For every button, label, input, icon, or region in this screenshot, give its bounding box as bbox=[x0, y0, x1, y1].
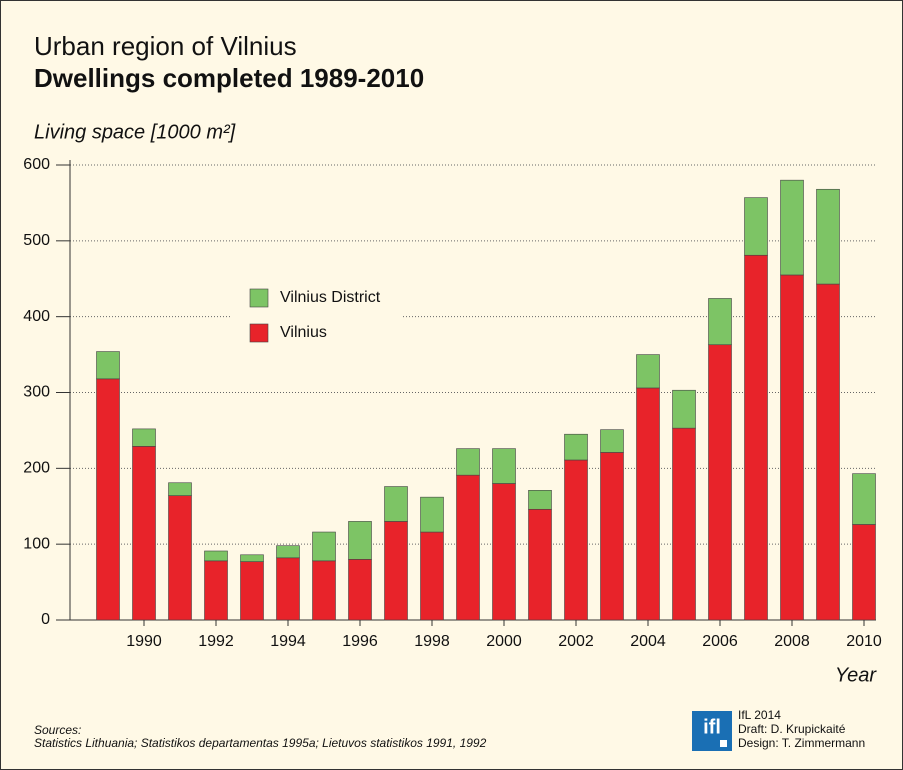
bar-segment bbox=[780, 274, 804, 621]
bar-segment bbox=[816, 283, 840, 621]
x-tick-label: 1992 bbox=[198, 633, 234, 650]
bar-segment bbox=[744, 197, 768, 256]
bar-segment bbox=[240, 554, 264, 562]
bar-segment bbox=[816, 188, 840, 285]
chart-subtitle: Dwellings completed 1989-2010 bbox=[34, 63, 424, 93]
y-tick-label: 0 bbox=[41, 611, 50, 628]
sources-title: Sources: bbox=[34, 723, 81, 737]
bar-segment bbox=[348, 559, 372, 621]
bar-segment bbox=[312, 531, 336, 562]
bar-segment bbox=[96, 378, 120, 621]
logo-dot bbox=[720, 740, 727, 747]
bar-segment bbox=[708, 298, 732, 346]
sources: Statistics Lithuania; Statistikos depart… bbox=[34, 736, 487, 750]
legend-swatch bbox=[249, 323, 269, 343]
x-tick-label: 1998 bbox=[414, 633, 450, 650]
y-tick-label: 400 bbox=[23, 308, 50, 325]
x-tick-label: 2008 bbox=[774, 633, 810, 650]
x-axis-label: Year bbox=[835, 664, 877, 686]
bar-segment bbox=[564, 433, 588, 461]
bar-segment bbox=[204, 550, 228, 562]
bar-segment bbox=[240, 561, 264, 621]
bar-segment bbox=[852, 473, 876, 525]
bar-segment bbox=[348, 521, 372, 560]
credit: Design: T. Zimmermann bbox=[738, 736, 865, 750]
bar-segment bbox=[564, 459, 588, 621]
bar-segment bbox=[780, 179, 804, 276]
bar-segment bbox=[528, 508, 552, 621]
bar-segment bbox=[168, 495, 192, 621]
x-tick-label: 2006 bbox=[702, 633, 738, 650]
bar-segment bbox=[672, 427, 696, 621]
bar-segment bbox=[600, 429, 624, 453]
bar-segment bbox=[276, 545, 300, 559]
bar-segment bbox=[96, 351, 120, 380]
y-axis-label: Living space [1000 m²] bbox=[34, 121, 236, 143]
x-tick-label: 2010 bbox=[846, 633, 882, 650]
bar-segment bbox=[456, 474, 480, 621]
legend-label: Vilnius bbox=[280, 324, 327, 341]
x-tick-label: 1994 bbox=[270, 633, 306, 650]
bar-segment bbox=[492, 483, 516, 621]
bar-segment bbox=[384, 521, 408, 621]
y-tick-label: 500 bbox=[23, 232, 50, 249]
legend-swatch bbox=[249, 288, 269, 308]
bar-segment bbox=[636, 354, 660, 389]
bar-segment bbox=[420, 531, 444, 621]
bar-segment bbox=[456, 448, 480, 476]
bar-segment bbox=[276, 557, 300, 621]
x-tick-label: 2002 bbox=[558, 633, 594, 650]
bar-segment bbox=[672, 389, 696, 429]
bar-segment bbox=[420, 496, 444, 533]
bar-segment bbox=[312, 560, 336, 621]
bar-segment bbox=[744, 254, 768, 621]
bar-segment bbox=[132, 428, 156, 447]
bar-segment bbox=[492, 448, 516, 484]
logo: ifl bbox=[703, 716, 721, 738]
bar-segment bbox=[528, 490, 552, 510]
y-tick-label: 100 bbox=[23, 535, 50, 552]
x-tick-label: 2000 bbox=[486, 633, 522, 650]
x-tick-label: 1990 bbox=[126, 633, 162, 650]
y-tick-label: 300 bbox=[23, 384, 50, 401]
bar-segment bbox=[636, 387, 660, 621]
bar-segment bbox=[168, 482, 192, 496]
x-tick-label: 2004 bbox=[630, 633, 666, 650]
credit: IfL 2014 bbox=[738, 708, 781, 722]
bar-segment bbox=[708, 344, 732, 621]
bar-segment bbox=[852, 524, 876, 621]
y-tick-label: 200 bbox=[23, 460, 50, 477]
credit: Draft: D. Krupickaité bbox=[738, 722, 846, 736]
bar-segment bbox=[132, 446, 156, 621]
chart-title: Urban region of Vilnius bbox=[34, 31, 297, 61]
y-tick-label: 600 bbox=[23, 156, 50, 173]
x-tick-label: 1996 bbox=[342, 633, 378, 650]
bar-segment bbox=[204, 560, 228, 621]
legend-label: Vilnius District bbox=[280, 289, 381, 306]
bar-segment bbox=[384, 486, 408, 522]
bar-segment bbox=[600, 452, 624, 621]
